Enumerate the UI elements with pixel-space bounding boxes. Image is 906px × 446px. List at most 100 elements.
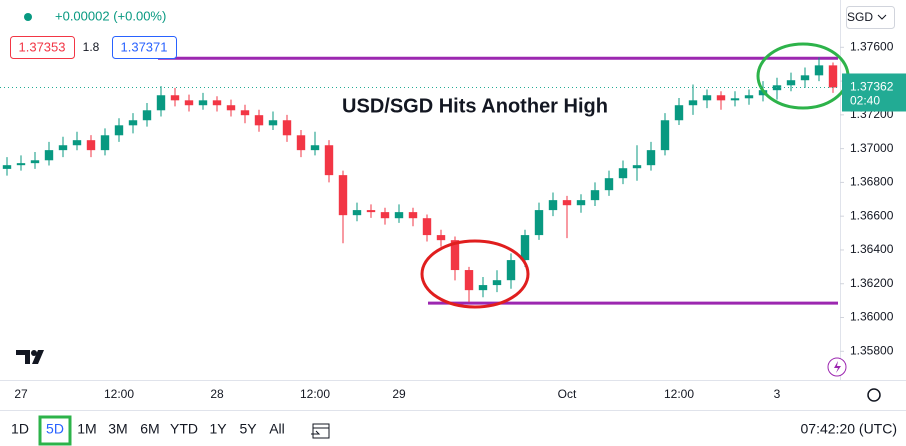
candle-body <box>814 65 824 76</box>
y-tick-label: 1.37000 <box>850 141 894 155</box>
candle-body <box>464 270 474 291</box>
candle-body <box>590 190 600 201</box>
ask[interactable]: 1.37371 <box>121 39 168 54</box>
candle-body <box>30 160 40 164</box>
candle-body <box>184 100 194 106</box>
candle-body <box>688 100 698 106</box>
y-tick-label: 1.36400 <box>850 242 894 256</box>
candle-body <box>660 120 670 151</box>
x-tick-label: 12:00 <box>104 387 134 401</box>
x-tick-label: 28 <box>210 387 224 401</box>
candle-body <box>800 75 810 81</box>
x-tick-label: 27 <box>14 387 28 401</box>
candle-body <box>632 165 642 169</box>
y-tick-label: 1.36200 <box>850 276 894 290</box>
candle-body <box>296 135 306 151</box>
ask-box[interactable] <box>112 36 177 59</box>
candle-body <box>436 235 446 241</box>
currency-button[interactable] <box>846 6 895 29</box>
range-button[interactable]: 5D <box>46 421 64 437</box>
candle-body <box>730 98 740 101</box>
candle-body <box>338 175 348 216</box>
candle-body <box>310 145 320 151</box>
candle-body <box>282 120 292 136</box>
last-price-timer: 02:40 <box>850 94 880 108</box>
candle-body <box>646 150 656 166</box>
spread: 1.8 <box>83 40 100 54</box>
candle-body <box>450 240 460 271</box>
candle-body <box>212 100 222 106</box>
candle-body <box>492 280 502 286</box>
last-price-box <box>842 73 906 112</box>
candle-body <box>170 95 180 101</box>
settings-icon[interactable] <box>867 388 881 402</box>
candle-body <box>478 285 488 291</box>
candle-body <box>576 200 586 206</box>
range-button[interactable]: 5Y <box>239 421 257 437</box>
candle-body <box>408 212 418 219</box>
y-tick-label: 1.35800 <box>850 343 894 357</box>
tv-logo <box>16 350 44 364</box>
candle-body <box>100 135 110 151</box>
candle-body <box>254 115 264 126</box>
candle-body <box>128 120 138 126</box>
candle-body <box>674 105 684 121</box>
candle-body <box>114 125 124 136</box>
x-tick-label: 29 <box>392 387 406 401</box>
change: +0.00002 (+0.00%) <box>55 8 166 23</box>
candle-body <box>142 110 152 121</box>
y-tick-label: 1.37600 <box>850 39 894 53</box>
candle-body <box>226 105 236 111</box>
chart-title: USD/SGD Hits Another High <box>342 95 608 117</box>
candle-body <box>520 235 530 261</box>
candle-body <box>702 95 712 101</box>
active-range-box[interactable] <box>38 415 72 446</box>
candle-body <box>828 65 838 88</box>
x-tick-label: Oct <box>558 387 577 401</box>
last-price: 1.37362 <box>850 80 894 94</box>
candle-body <box>394 212 404 219</box>
range-button[interactable]: 3M <box>108 421 127 437</box>
candle-body <box>268 120 278 126</box>
candle-body <box>534 210 544 236</box>
dropdown-icon <box>877 14 887 20</box>
y-tick-label: 1.36000 <box>850 310 894 324</box>
lightning-glyph <box>834 361 841 373</box>
candle-body <box>562 200 572 206</box>
range-button[interactable]: All <box>269 421 285 437</box>
x-tick-label: 12:00 <box>300 387 330 401</box>
x-tick-label: 3 <box>774 387 781 401</box>
candle-body <box>72 140 82 146</box>
candle-body <box>240 110 250 116</box>
candle-body <box>324 145 334 176</box>
x-tick-label: 12:00 <box>664 387 694 401</box>
range-button[interactable]: 1M <box>77 421 96 437</box>
bid-box[interactable] <box>10 36 75 59</box>
candle-body <box>786 80 796 86</box>
range-button[interactable]: 1Y <box>209 421 227 437</box>
toolbar: 1D 5D 1M 3M 6M YTD 1Y 5Y All <box>11 415 285 446</box>
candle-body <box>506 260 516 281</box>
candle-body <box>198 100 208 106</box>
candle-body <box>16 163 26 166</box>
currency[interactable]: SGD <box>847 10 873 24</box>
candle-body <box>716 95 726 101</box>
range-button[interactable]: YTD <box>170 421 198 437</box>
candle-body <box>156 95 166 111</box>
bid[interactable]: 1.37353 <box>19 39 66 54</box>
candle-body <box>2 165 12 169</box>
candle-body <box>604 178 614 191</box>
range-button[interactable]: 1D <box>11 421 29 437</box>
candle-body <box>422 218 432 236</box>
status-dot <box>24 13 32 21</box>
candle-body <box>548 200 558 211</box>
candle-body <box>380 212 390 219</box>
candle-body <box>744 95 754 99</box>
calendar-icon[interactable] <box>311 423 330 439</box>
candle-body <box>618 168 628 179</box>
range-button[interactable]: 6M <box>140 421 159 437</box>
clock: 07:42:20 (UTC) <box>801 421 897 437</box>
candle-body <box>366 210 376 213</box>
